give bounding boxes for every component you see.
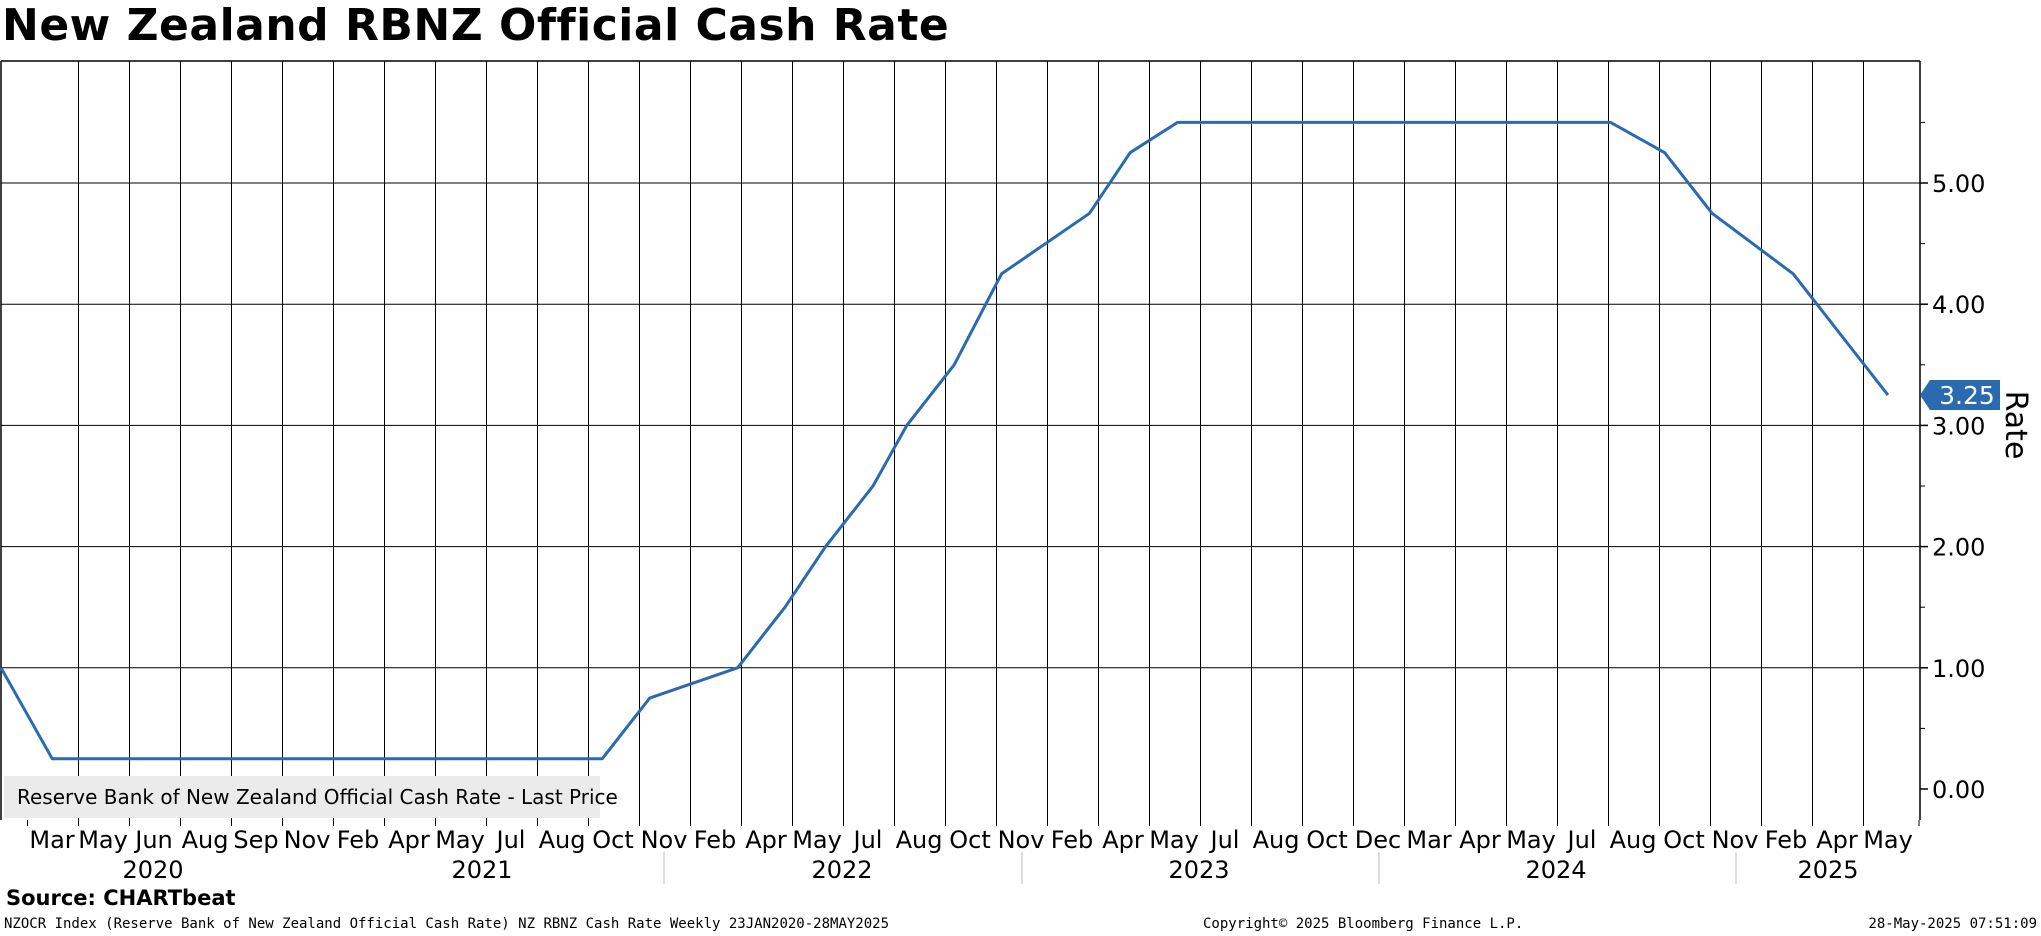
x-month-label: Aug [1253,826,1300,854]
x-month-label: Feb [337,826,380,854]
footer-timestamp: 28-May-2025 07:51:09 [1868,916,2037,932]
x-year-label: 2023 [1168,856,1229,884]
x-month-label: Oct [949,826,991,854]
x-year-label: 2025 [1797,856,1858,884]
series-line [0,120,1890,761]
x-month-label: Aug [1610,826,1657,854]
x-month-label: Apr [745,826,787,854]
x-month-label: Jul [495,826,526,854]
x-month-label: Mar [1406,826,1451,854]
x-month-label: Apr [1459,826,1501,854]
x-month-label: Sep [233,826,278,854]
x-month-label: May [78,826,128,854]
x-month-label: Nov [998,826,1045,854]
y-tick-label: 4.00 [1932,291,1985,319]
x-year-label: 2020 [122,856,183,884]
y-tick-label: 1.00 [1932,655,1985,683]
y-tick-label: 5.00 [1932,170,1985,198]
x-year-label: 2021 [451,856,512,884]
x-month-label: Nov [284,826,331,854]
footer-copyright: Copyright© 2025 Bloomberg Finance L.P. [1203,916,1524,932]
chart-legend: Reserve Bank of New Zealand Official Cas… [4,776,618,818]
last-value-badge [1920,380,2000,410]
chart-title: New Zealand RBNZ Official Cash Rate [2,0,950,51]
x-month-label: Jul [1209,826,1240,854]
y-tick-label: 3.00 [1932,412,1985,440]
x-month-label: Oct [1306,826,1348,854]
x-month-label: Aug [182,826,229,854]
x-month-label: Oct [592,826,634,854]
x-month-label: May [1149,826,1199,854]
y-tick-label: 2.00 [1932,534,1985,562]
x-month-label: Apr [1816,826,1858,854]
x-month-label: Jun [133,826,173,854]
last-value-label: 3.25 [1939,381,1995,410]
chart-series [0,120,1890,761]
x-month-label: May [1863,826,1913,854]
legend-entry-label: Reserve Bank of New Zealand Official Cas… [17,785,618,809]
y-tick-label: 0.00 [1932,776,1985,804]
x-year-label: 2024 [1525,856,1586,884]
source-label: Source: CHARTbeat [6,886,236,910]
x-month-label: Feb [1765,826,1808,854]
y-axis-title: Rate [1998,391,2033,460]
x-month-label: Mar [29,826,74,854]
x-month-label: May [435,826,485,854]
x-month-label: Feb [694,826,737,854]
chart-grid [1,61,1920,820]
x-month-label: May [792,826,842,854]
x-month-label: Nov [641,826,688,854]
x-month-label: Feb [1051,826,1094,854]
x-month-label: Aug [896,826,943,854]
x-month-label: Jul [852,826,883,854]
x-year-label: 2022 [811,856,872,884]
x-month-label: Apr [1102,826,1144,854]
x-month-label: May [1506,826,1556,854]
x-month-label: Jul [1566,826,1597,854]
x-month-label: Oct [1663,826,1705,854]
x-month-label: Nov [1712,826,1759,854]
x-month-label: Apr [388,826,430,854]
chart-axes [0,60,1928,884]
x-month-label: Dec [1355,826,1401,854]
footer-ticker-description: NZOCR Index (Reserve Bank of New Zealand… [4,916,890,932]
x-month-label: Aug [539,826,586,854]
